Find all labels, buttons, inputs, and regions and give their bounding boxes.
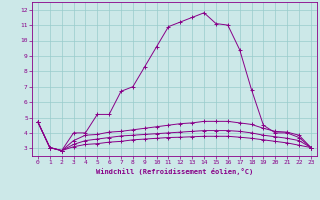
X-axis label: Windchill (Refroidissement éolien,°C): Windchill (Refroidissement éolien,°C) (96, 168, 253, 175)
